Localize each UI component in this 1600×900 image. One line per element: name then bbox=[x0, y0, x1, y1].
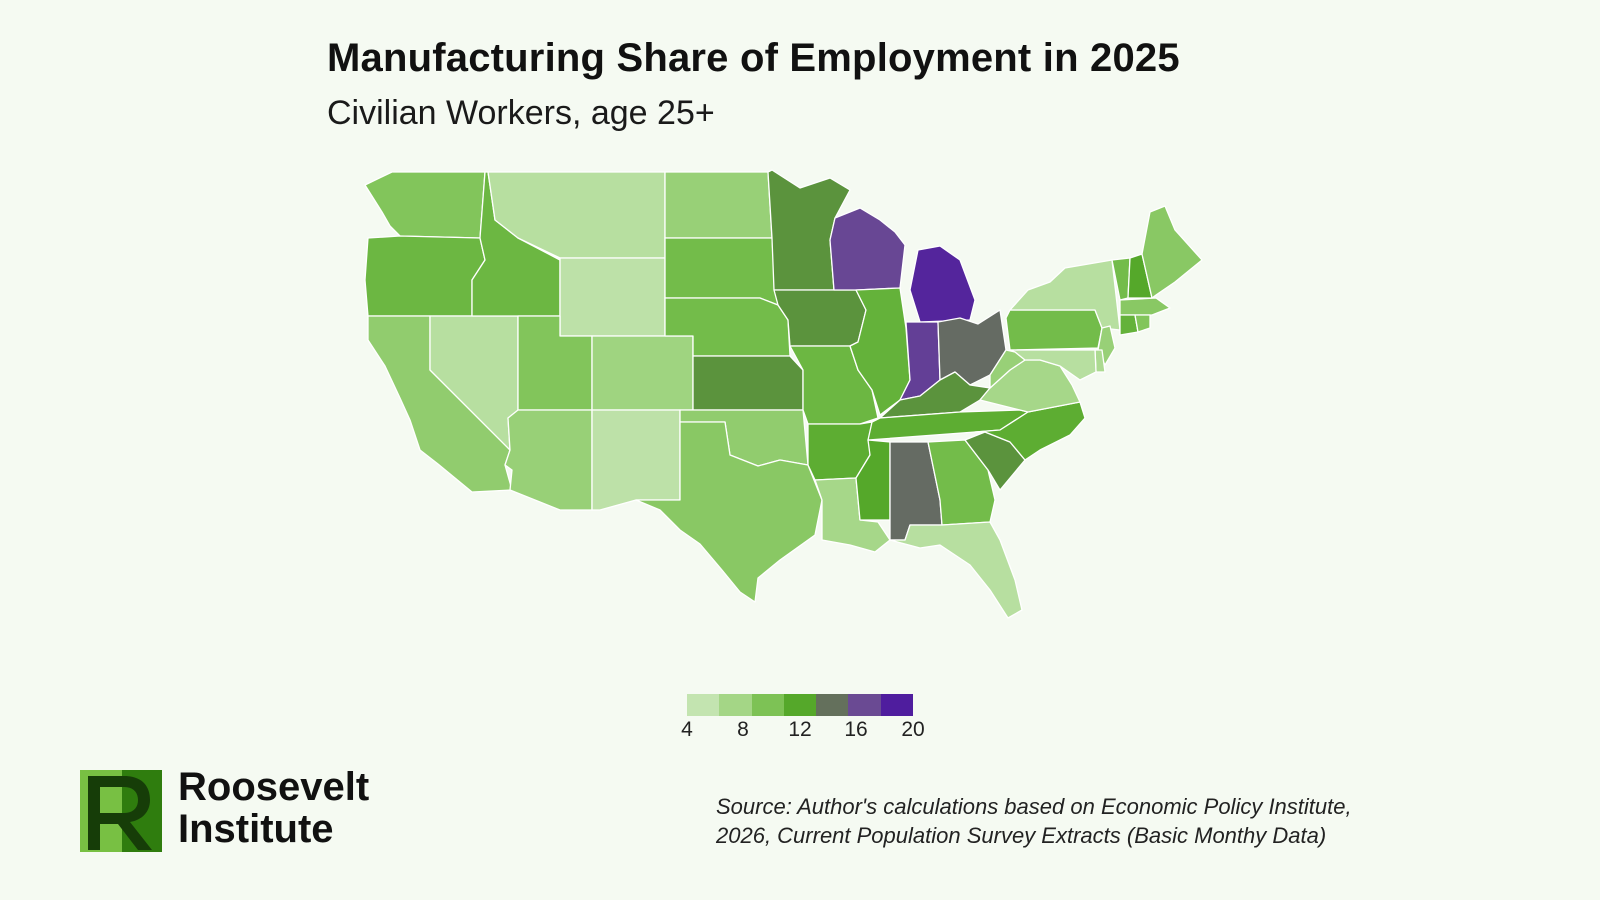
state-co bbox=[591, 335, 694, 411]
state-me bbox=[1141, 205, 1203, 299]
color-legend: 4 8 12 16 20 bbox=[681, 694, 925, 746]
state-wy bbox=[559, 257, 666, 337]
state-il bbox=[849, 287, 911, 416]
state-md bbox=[1009, 349, 1097, 381]
state-az bbox=[504, 409, 593, 511]
state-fl bbox=[889, 521, 1023, 619]
legend-tick-12: 12 bbox=[788, 718, 812, 741]
state-wa bbox=[364, 171, 486, 239]
state-ri bbox=[1134, 314, 1151, 333]
state-mi bbox=[909, 245, 976, 323]
state-nd bbox=[664, 171, 773, 239]
legend-color-bar bbox=[687, 694, 913, 716]
legend-swatch-2 bbox=[751, 694, 784, 716]
legend-swatch-6 bbox=[880, 694, 913, 716]
state-tx bbox=[635, 421, 823, 603]
legend-tick-4: 4 bbox=[681, 718, 693, 741]
state-wi bbox=[829, 207, 906, 291]
state-nm bbox=[591, 409, 681, 511]
chart-title: Manufacturing Share of Employment in 202… bbox=[327, 36, 1180, 80]
legend-swatch-1 bbox=[719, 694, 752, 716]
logo-line-2: Institute bbox=[178, 807, 334, 851]
logo-wordmark: Roosevelt Institute bbox=[178, 766, 369, 850]
legend-swatch-5 bbox=[848, 694, 881, 716]
roosevelt-logo-icon bbox=[80, 770, 162, 852]
legend-swatch-3 bbox=[783, 694, 817, 716]
state-ma bbox=[1119, 297, 1171, 316]
legend-tick-16: 16 bbox=[844, 718, 868, 741]
legend-tick-8: 8 bbox=[737, 718, 749, 741]
us-choropleth-map bbox=[364, 169, 1203, 619]
state-nc bbox=[974, 401, 1086, 461]
source-line-2: 2026, Current Population Survey Extracts… bbox=[716, 823, 1327, 848]
state-sd bbox=[664, 237, 779, 306]
state-ks bbox=[692, 355, 804, 411]
logo-line-1: Roosevelt bbox=[178, 765, 370, 809]
legend-swatch-0 bbox=[687, 694, 720, 716]
source-note: Source: Author's calculations based on E… bbox=[716, 792, 1352, 850]
state-or bbox=[364, 235, 486, 317]
legend-tick-20: 20 bbox=[901, 718, 925, 741]
chart-subtitle: Civilian Workers, age 25+ bbox=[327, 94, 715, 132]
source-line-1: Source: Author's calculations based on E… bbox=[716, 794, 1352, 819]
legend-swatch-4 bbox=[816, 694, 849, 716]
state-pa bbox=[1005, 309, 1103, 351]
